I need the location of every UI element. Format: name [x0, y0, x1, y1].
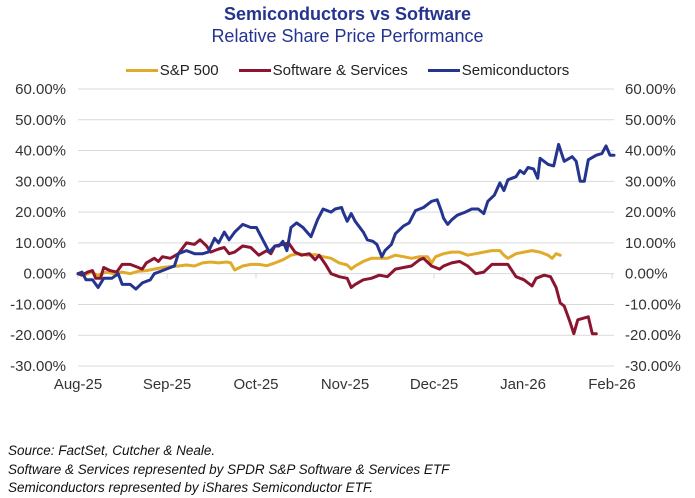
y-tick-label-left: 0.00%: [23, 266, 66, 283]
x-tick-label: Sep-25: [143, 376, 191, 393]
footer-note-software: Software & Services represented by SPDR …: [8, 461, 450, 477]
y-tick-label-right: 30.00%: [625, 173, 676, 190]
chart-subtitle: Relative Share Price Performance: [211, 26, 484, 46]
series-lines: [76, 142, 616, 336]
y-tick-label-left: 20.00%: [15, 204, 66, 221]
series-line-sp500: [76, 249, 562, 277]
legend-swatch-sp500: [125, 69, 158, 72]
y-axis-left: 60.00% 50.00% 40.00% 30.00% 20.00% 10.00% 0.00…: [10, 81, 66, 375]
y-tick-label-left: -30.00%: [10, 358, 66, 375]
y-tick-label-left: -20.00%: [10, 327, 66, 344]
chart-legend: S&P 500 Software & Services Semiconducto…: [0, 62, 695, 79]
x-tick-label: Aug-25: [54, 376, 102, 393]
x-axis: Aug-25 Sep-25 Oct-25 Nov-25 Dec-25 Jan-26 Feb-…: [54, 273, 636, 393]
chart-title: Semiconductors vs Software: [223, 4, 472, 24]
x-tick-label: Jan-26: [500, 376, 546, 393]
y-tick-label-right: -20.00%: [625, 327, 681, 344]
y-tick-label-left: 10.00%: [15, 235, 66, 252]
y-tick-label-left: -10.00%: [10, 296, 66, 313]
legend-swatch-software: [238, 69, 271, 72]
y-axis-right: 60.00% 50.00% 40.00% 30.00% 20.00% 10.00% 0.00…: [625, 81, 681, 375]
y-tick-label-left: 40.00%: [15, 143, 66, 160]
y-tick-label-right: 40.00%: [625, 143, 676, 160]
legend-item-sp500[interactable]: S&P 500: [125, 62, 219, 79]
series-line-semiconductors: [76, 142, 616, 291]
footer-source: Source: FactSet, Cutcher & Neale.: [8, 443, 216, 458]
chart-footer: Source: FactSet, Cutcher & Neale. Softwa…: [8, 442, 449, 498]
y-tick-label-left: 30.00%: [15, 173, 66, 190]
series-line-software: [76, 238, 598, 336]
legend-label-semiconductors: Semiconductors: [461, 62, 570, 79]
legend-item-semiconductors[interactable]: Semiconductors: [427, 62, 570, 79]
x-tick-label: Nov-25: [321, 376, 369, 393]
footer-note-semis: Semiconductors represented by iShares Se…: [8, 480, 374, 495]
x-tick-label: Oct-25: [233, 376, 278, 393]
legend-swatch-semiconductors: [427, 69, 460, 72]
legend-label-sp500: S&P 500: [159, 62, 219, 79]
y-tick-label-right: 50.00%: [625, 112, 676, 129]
y-tick-label-right: -10.00%: [625, 296, 681, 313]
y-tick-label-right: 10.00%: [625, 235, 676, 252]
y-tick-label-right: 60.00%: [625, 81, 676, 98]
y-tick-label-right: 0.00%: [625, 266, 668, 283]
y-tick-label-right: 20.00%: [625, 204, 676, 221]
legend-item-software[interactable]: Software & Services: [238, 62, 408, 79]
y-tick-label-right: -30.00%: [625, 358, 681, 375]
y-tick-label-left: 60.00%: [15, 81, 66, 98]
legend-label-software: Software & Services: [272, 62, 408, 79]
y-tick-label-left: 50.00%: [15, 112, 66, 129]
gridlines: [78, 88, 614, 367]
x-tick-label: Feb-26: [588, 376, 636, 393]
x-tick-label: Dec-25: [410, 376, 458, 393]
line-chart: 60.00% 50.00% 40.00% 30.00% 20.00% 10.00% 0.00…: [10, 81, 681, 393]
